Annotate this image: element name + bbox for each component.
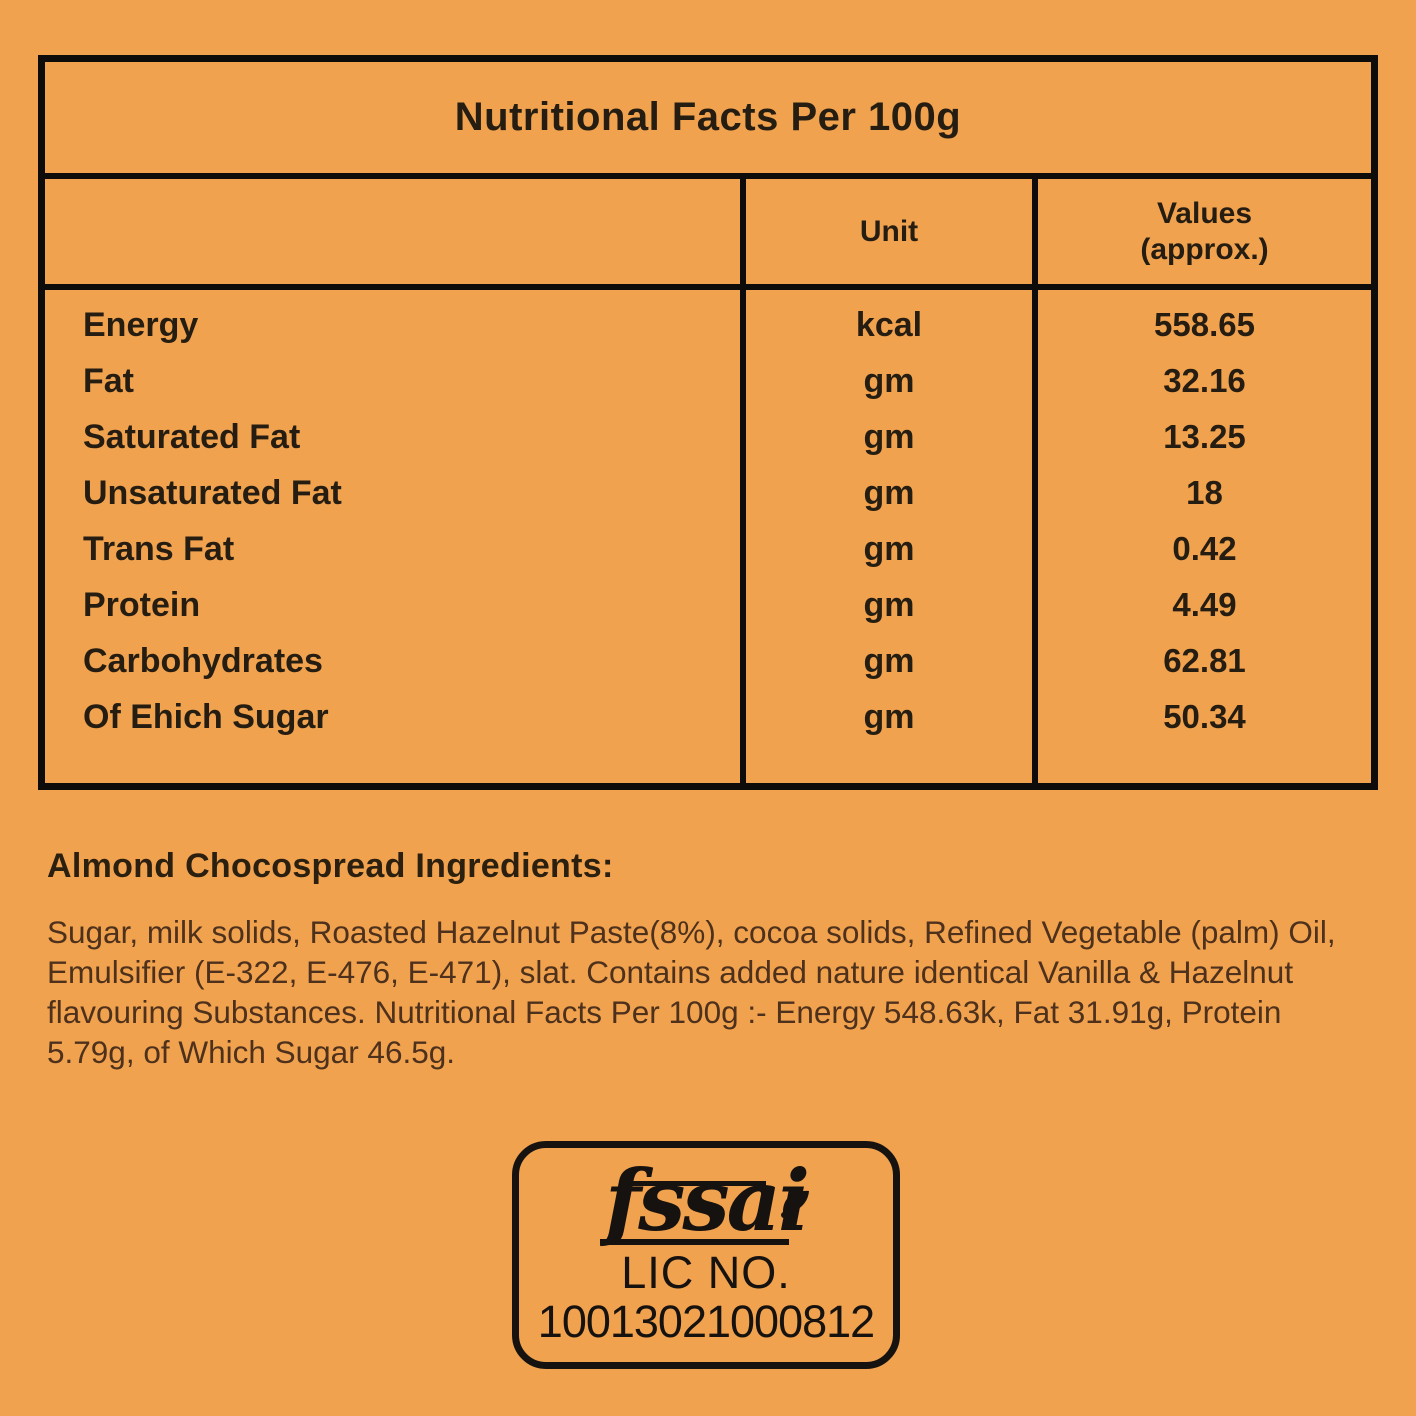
fssai-lic-label: LIC NO. bbox=[621, 1247, 791, 1298]
nutrient-value: 62.81 bbox=[1163, 642, 1246, 679]
nutrient-value: 18 bbox=[1186, 474, 1223, 511]
nutrient-label-column: Energy Fat Saturated Fat Unsaturated Fat… bbox=[45, 290, 740, 783]
nutrient-label: Protein bbox=[83, 586, 201, 624]
nutrient-unit: gm bbox=[863, 642, 915, 680]
fssai-logo-box: fssai LIC NO. 10013021000812 bbox=[512, 1141, 900, 1369]
nutrient-value: 4.49 bbox=[1172, 586, 1237, 623]
unit-column-header: Unit bbox=[859, 214, 919, 248]
nutrient-unit: gm bbox=[863, 474, 915, 512]
nutrient-value: 13.25 bbox=[1163, 418, 1246, 455]
ingredients-heading: Almond Chocospread Ingredients: bbox=[47, 847, 614, 885]
table-body: Energy Fat Saturated Fat Unsaturated Fat… bbox=[45, 290, 1371, 783]
nutrient-unit: kcal bbox=[855, 306, 923, 344]
nutrient-unit: gm bbox=[863, 586, 915, 624]
values-column-header-line2: (approx.) bbox=[1140, 232, 1269, 266]
nutrient-value-column: 558.65 32.16 13.25 18 0.42 4.49 62.81 50… bbox=[1032, 290, 1371, 783]
nutrient-label: Trans Fat bbox=[83, 530, 235, 568]
nutrient-value: 32.16 bbox=[1163, 362, 1246, 399]
nutrient-unit-column: kcal gm gm gm gm gm gm gm bbox=[740, 290, 1032, 783]
nutrient-unit: gm bbox=[863, 418, 915, 456]
nutrient-label: Of Ehich Sugar bbox=[83, 698, 329, 736]
ingredients-paragraph: Sugar, milk solids, Roasted Hazelnut Pas… bbox=[47, 914, 1336, 1070]
nutrient-label: Energy bbox=[83, 306, 199, 344]
header-cell-values: Values (approx.) bbox=[1032, 179, 1371, 284]
nutrient-value: 558.65 bbox=[1154, 306, 1255, 343]
fssai-underline-rule bbox=[600, 1239, 789, 1245]
nutrient-label: Unsaturated Fat bbox=[83, 474, 342, 512]
fssai-wordmark-text: fssai bbox=[604, 1151, 810, 1250]
header-cell-empty bbox=[45, 179, 740, 284]
fssai-lic-number: 10013021000812 bbox=[537, 1296, 875, 1347]
nutrient-unit: gm bbox=[863, 530, 915, 568]
leaf-icon bbox=[779, 1143, 813, 1235]
table-header-row: Unit Values (approx.) bbox=[45, 179, 1371, 290]
header-cell-unit: Unit bbox=[740, 179, 1032, 284]
nutrient-value: 50.34 bbox=[1163, 698, 1246, 735]
nutrient-label: Carbohydrates bbox=[83, 642, 323, 680]
table-title: Nutritional Facts Per 100g bbox=[45, 62, 1371, 179]
nutrient-unit: gm bbox=[863, 362, 915, 400]
nutrition-facts-table: Nutritional Facts Per 100g Unit Values (… bbox=[38, 55, 1378, 790]
nutrient-label: Fat bbox=[83, 362, 134, 400]
fssai-overline-rule bbox=[627, 1181, 766, 1186]
nutrient-label: Saturated Fat bbox=[83, 418, 301, 456]
values-column-header-line1: Values bbox=[1156, 196, 1253, 230]
fssai-wordmark: fssai bbox=[591, 1155, 821, 1247]
nutrient-value: 0.42 bbox=[1172, 530, 1237, 567]
nutrient-unit: gm bbox=[863, 698, 915, 736]
